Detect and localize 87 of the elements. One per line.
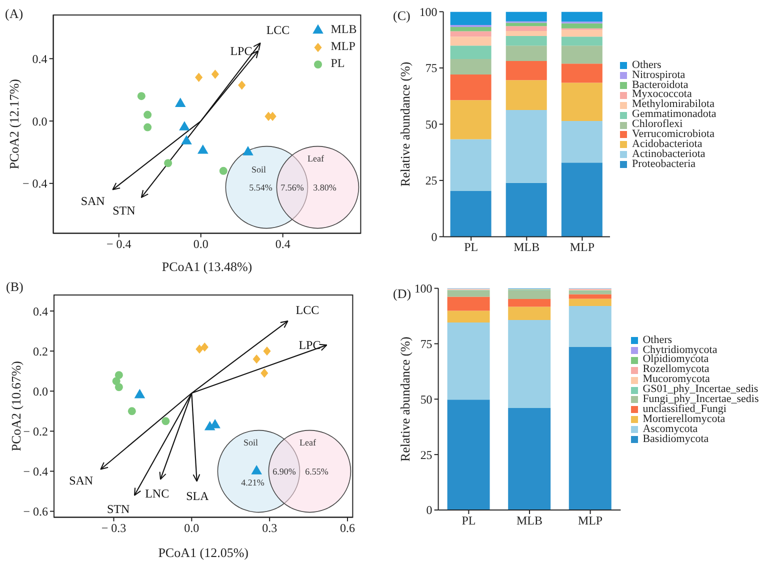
annotation: Soil xyxy=(251,164,266,174)
y-axis-title: PCoA2 (12.17%) xyxy=(6,79,22,170)
legend-label: Olpidiomycota xyxy=(642,353,709,366)
y-tick-label: 0.0 xyxy=(32,114,48,128)
legend-label: MLP xyxy=(330,39,356,54)
legend-label: Rozellomycota xyxy=(642,363,710,376)
y-tick-label: 25 xyxy=(420,448,432,462)
y-tick-label: 100 xyxy=(419,4,438,19)
x-tick-label: 0.4 xyxy=(275,236,290,251)
y-tick-label: 0 xyxy=(431,230,438,244)
x-tick-label: 0.0 xyxy=(193,236,208,251)
legend-label: Nitrospirota xyxy=(632,68,686,81)
annotation: Soil xyxy=(243,437,258,448)
legend-label: Bacteroidota xyxy=(632,78,688,91)
annotation: 6.90% xyxy=(272,466,296,476)
y-tick-label: − 0.2 xyxy=(23,424,48,438)
x-tick-label: 0.3 xyxy=(262,520,278,535)
legend-label: Others xyxy=(642,334,672,346)
legend-label: Mucoromycota xyxy=(642,373,710,386)
legend-label: Fungi_phy_Incertae_sedis xyxy=(642,393,759,406)
legend-label: unclassified_Fungi xyxy=(642,402,726,415)
y-tick-label: − 0.4 xyxy=(22,176,48,191)
y-tick-label: 75 xyxy=(420,336,432,351)
series-label: LPC xyxy=(230,44,252,58)
legend-label: Acidobacteriota xyxy=(632,138,702,150)
legend-label: Chytridiomycota xyxy=(642,344,718,356)
legend-label: Verrucomicrobiota xyxy=(632,128,714,140)
x-tick-label: MLB xyxy=(514,240,540,254)
x-tick-label: 0.6 xyxy=(340,520,356,535)
x-tick-label: PL xyxy=(464,240,478,254)
y-tick-label: 75 xyxy=(425,61,438,76)
series-label: LCC xyxy=(266,23,290,38)
x-tick-label: PL xyxy=(462,514,476,528)
y-tick-label: 50 xyxy=(420,392,432,406)
y-axis-title: PCoA2 (10.67%) xyxy=(8,361,24,452)
legend-label: Chloroflexi xyxy=(632,118,683,130)
series-label: SAN xyxy=(69,474,94,488)
series-label: SLA xyxy=(186,489,210,504)
annotation: 3.80% xyxy=(313,182,337,192)
legend-label: Basidiomycota xyxy=(642,432,709,445)
y-tick-label: 50 xyxy=(425,117,438,132)
legend-label: Actinobacteriota xyxy=(632,148,706,160)
y-tick-label: − 0.4 xyxy=(23,464,48,478)
y-tick-label: − 0.6 xyxy=(23,504,48,519)
legend-label: Gemmatimonadota xyxy=(632,108,716,120)
series-label: STN xyxy=(106,502,130,516)
x-tick-label: − 0.3 xyxy=(101,520,126,535)
legend-label: Mortierellomycota xyxy=(642,412,726,425)
y-tick-label: 0.0 xyxy=(33,384,48,398)
legend-label: GS01_phy_Incertae_sedis xyxy=(642,383,758,396)
series-label: STN xyxy=(112,203,136,218)
x-tick-label: MLP xyxy=(570,240,595,254)
legend-label: MLB xyxy=(330,22,357,38)
legend-label: Proteobacteria xyxy=(632,158,696,170)
annotation: 6.55% xyxy=(305,466,329,476)
annotation: 5.54% xyxy=(249,182,273,192)
legend-label: Methylomirabilota xyxy=(632,98,714,110)
legend-label: Others xyxy=(632,58,662,71)
annotation: Leaf xyxy=(307,153,324,164)
series-label: LNC xyxy=(145,486,170,501)
x-tick-label: MLB xyxy=(516,514,542,528)
legend-label: Myxococcota xyxy=(632,88,692,100)
annotation: 4.21% xyxy=(241,477,265,488)
annotation: 7.56% xyxy=(280,182,304,192)
chart-title: (C) xyxy=(393,8,410,23)
x-axis-title: PCoA1 (12.05%) xyxy=(158,545,248,560)
y-tick-label: 100 xyxy=(414,282,432,296)
legend-label: PL xyxy=(330,56,345,72)
chart-title: (A) xyxy=(5,6,24,21)
chart-title: (B) xyxy=(6,279,24,294)
annotation: Leaf xyxy=(299,437,316,448)
y-tick-label: 25 xyxy=(425,174,438,188)
series-label: LPC xyxy=(298,338,321,352)
series-label: LCC xyxy=(296,303,320,318)
chart-title: (D) xyxy=(393,286,412,301)
x-tick-label: MLP xyxy=(578,514,603,528)
y-tick-label: 0.2 xyxy=(33,344,48,358)
series-label: SAN xyxy=(80,194,106,208)
y-axis-title: Relative abundance (%) xyxy=(398,336,412,462)
y-tick-label: 0.4 xyxy=(32,52,48,66)
y-axis-title: Relative abundance (%) xyxy=(398,62,412,187)
y-tick-label: 0 xyxy=(426,503,432,518)
legend-label: Ascomycota xyxy=(642,422,698,435)
x-tick-label: 0.0 xyxy=(184,520,200,535)
x-axis-title: PCoA1 (13.48%) xyxy=(162,259,252,274)
x-tick-label: − 0.4 xyxy=(106,236,132,251)
y-tick-label: 0.4 xyxy=(33,304,48,318)
